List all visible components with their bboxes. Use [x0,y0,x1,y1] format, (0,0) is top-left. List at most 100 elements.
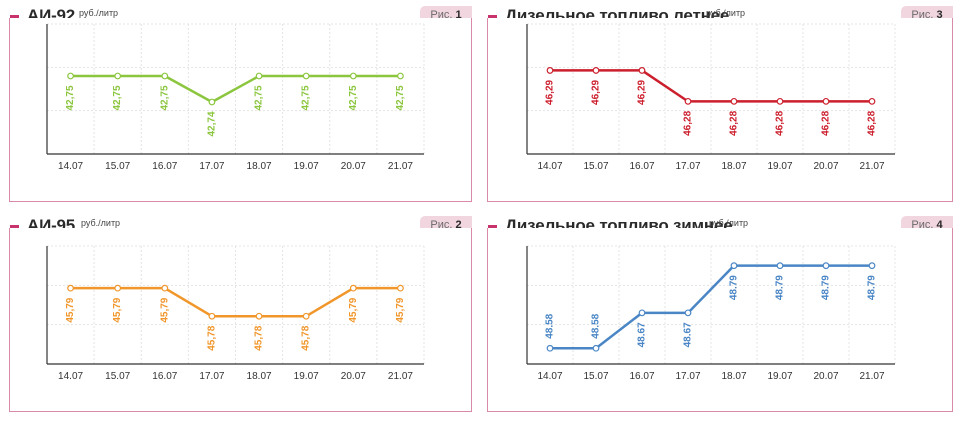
data-point [349,72,357,80]
x-tick-label: 19.07 [767,161,792,172]
x-tick-label: 20.07 [341,161,366,172]
x-tick-label: 16.07 [629,371,654,382]
x-tick-label: 18.07 [247,161,272,172]
data-point [592,344,600,352]
gridlines [47,245,425,364]
data-point [208,312,216,320]
data-label: 46,28 [729,110,740,135]
data-label: 46,28 [867,110,878,135]
series-line [70,74,401,104]
data-point [161,284,169,292]
data-point [822,262,830,270]
gridlines [527,245,896,364]
x-tick-label: 14.07 [537,161,562,172]
data-label: 48.67 [683,322,694,347]
x-tick-label: 19.07 [767,371,792,382]
data-label: 48.58 [591,313,602,338]
data-label: 46,28 [775,110,786,135]
x-tick-label: 15.07 [583,371,608,382]
chart-panel-diesel-summer: Дизельное топливо летнее руб./литр Рис. … [487,6,953,202]
line-chart: 14.07 15.07 16.07 17.07 18.07 19.07 20.07 21.07… [526,245,896,382]
data-label: 48.79 [821,275,832,300]
x-tick-label: 20.07 [813,161,838,172]
data-label: 48.79 [775,275,786,300]
data-point [776,97,784,105]
x-tick-label: 21.07 [388,161,413,172]
series-line [550,69,872,103]
data-label: 45,79 [65,297,76,322]
x-tick-label: 21.07 [859,371,884,382]
data-label: 42,75 [112,85,123,110]
x-tick-label: 16.07 [152,161,177,172]
series-line [550,264,872,350]
data-point [638,309,646,317]
x-tick-label: 20.07 [341,371,366,382]
line-chart: 14.07 15.07 16.07 17.07 18.07 19.07 20.07 21.07… [46,23,425,172]
data-label: 46,29 [637,79,648,104]
unit-label: руб./литр [79,8,119,18]
x-tick-label: 17.07 [675,371,700,382]
data-point [546,67,554,74]
unit-label: руб./литр [81,218,121,228]
data-label: 45,79 [348,297,359,322]
x-tick-label: 20.07 [813,371,838,382]
data-point [67,72,74,80]
chart-frame [9,18,472,202]
data-label: 42,75 [159,85,170,110]
x-tick-label: 21.07 [859,161,884,172]
unit-label: руб./литр [709,218,749,228]
data-label: 45,78 [301,325,312,350]
data-label: 42,75 [254,85,265,110]
x-tick-label: 21.07 [388,371,413,382]
data-label: 45,79 [395,297,406,322]
data-point [684,97,692,105]
data-label: 46,29 [545,79,556,104]
data-point [730,97,738,105]
data-point [114,72,122,80]
x-tick-label: 19.07 [294,161,319,172]
data-label: 42,75 [395,85,406,110]
x-tick-label: 18.07 [247,371,272,382]
data-point [397,72,404,80]
data-label: 42,75 [301,85,312,110]
chart-frame [487,18,953,202]
data-point [546,344,554,352]
data-point [302,72,310,80]
data-point [397,284,404,292]
figure-number: 2 [455,219,462,231]
chart-frame [487,228,953,412]
data-label: 48.58 [545,313,556,338]
data-point [822,97,830,105]
chart-panel-ai95: АИ-95 руб./литр Рис. 2 14.07 15.07 16.07 17… [9,216,472,412]
data-point [255,312,263,320]
gridlines [527,23,896,154]
x-tick-label: 17.07 [199,161,224,172]
data-label: 46,28 [821,110,832,135]
data-label: 48.79 [729,275,740,300]
data-label: 45,78 [206,325,217,350]
figure-number: 4 [936,219,943,231]
data-point [730,262,738,270]
data-label: 46,29 [591,79,602,104]
data-point [255,72,263,80]
data-point [868,97,876,105]
x-tick-label: 15.07 [105,161,130,172]
x-tick-label: 19.07 [294,371,319,382]
data-label: 42,75 [348,85,359,110]
series-line [70,286,401,318]
x-tick-label: 18.07 [721,371,746,382]
data-label: 45,79 [112,297,123,322]
x-tick-label: 17.07 [675,161,700,172]
x-tick-label: 14.07 [58,371,83,382]
data-point [868,262,876,270]
x-tick-label: 14.07 [537,371,562,382]
line-chart: 14.07 15.07 16.07 17.07 18.07 19.07 20.07 21.07… [526,23,896,172]
line-chart: 14.07 15.07 16.07 17.07 18.07 19.07 20.07 21.07… [46,245,425,382]
data-label: 48.79 [867,275,878,300]
data-point [684,309,692,317]
data-label: 48.67 [637,322,648,347]
data-point [161,72,169,80]
data-label: 45,79 [159,297,170,322]
data-point [638,67,646,74]
figure-number: 3 [936,9,943,21]
